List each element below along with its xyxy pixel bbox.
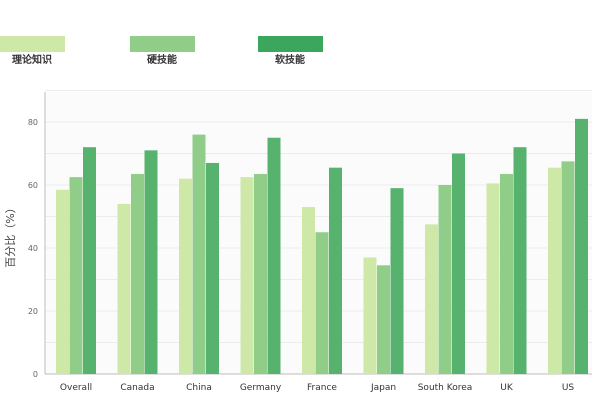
bar-overall-1	[56, 189, 69, 374]
bar-japan-3	[390, 188, 404, 374]
bar-china-1	[179, 178, 192, 374]
bar-china-2	[192, 134, 206, 374]
bar-overall-3	[83, 147, 96, 374]
bar-france-2	[315, 232, 329, 374]
bar-us-2	[561, 161, 575, 374]
bar-canada-1	[117, 203, 131, 374]
y-tick-label: 80	[28, 118, 38, 127]
legend-label: 硬技能	[147, 53, 177, 66]
bar-canada-3	[144, 150, 158, 374]
x-tick-label: China	[186, 383, 212, 393]
bar-overall-2	[69, 177, 83, 374]
x-tick-label: Germany	[240, 383, 282, 393]
x-tick-label: UK	[500, 383, 514, 393]
bar-japan-1	[363, 257, 377, 374]
legend-label: 软技能	[275, 53, 305, 66]
y-tick-label: 60	[28, 181, 38, 190]
bar-uk-3	[513, 147, 527, 374]
bar-china-3	[206, 162, 219, 374]
bar-south-korea-3	[452, 153, 465, 374]
bar-france-1	[302, 207, 315, 374]
bar-germany-2	[254, 173, 267, 374]
bar-us-1	[548, 167, 561, 374]
legend-swatch	[0, 36, 65, 52]
y-tick-label: 20	[28, 307, 38, 316]
bar-uk-1	[486, 183, 500, 374]
legend-swatch	[130, 36, 195, 52]
y-tick-label: 0	[33, 370, 38, 379]
y-tick-label: 40	[28, 244, 38, 253]
bar-germany-1	[240, 177, 254, 374]
x-tick-label: France	[307, 383, 337, 393]
y-axis-label: 百分比（%）	[4, 202, 17, 267]
bar-uk-2	[500, 173, 513, 374]
legend-swatch	[258, 36, 323, 52]
x-tick-label: US	[562, 383, 575, 393]
x-tick-label: South Korea	[418, 383, 473, 393]
bar-south-korea-1	[425, 224, 438, 374]
bar-france-3	[329, 167, 342, 374]
x-tick-label: Japan	[370, 383, 396, 393]
bar-south-korea-2	[438, 185, 452, 374]
legend-label: 理论知识	[12, 53, 52, 66]
bar-canada-2	[131, 173, 144, 374]
bar-us-3	[575, 118, 588, 374]
x-tick-label: Overall	[60, 383, 92, 393]
x-tick-label: Canada	[120, 383, 154, 393]
bar-germany-3	[267, 137, 281, 374]
bar-japan-2	[377, 265, 390, 374]
